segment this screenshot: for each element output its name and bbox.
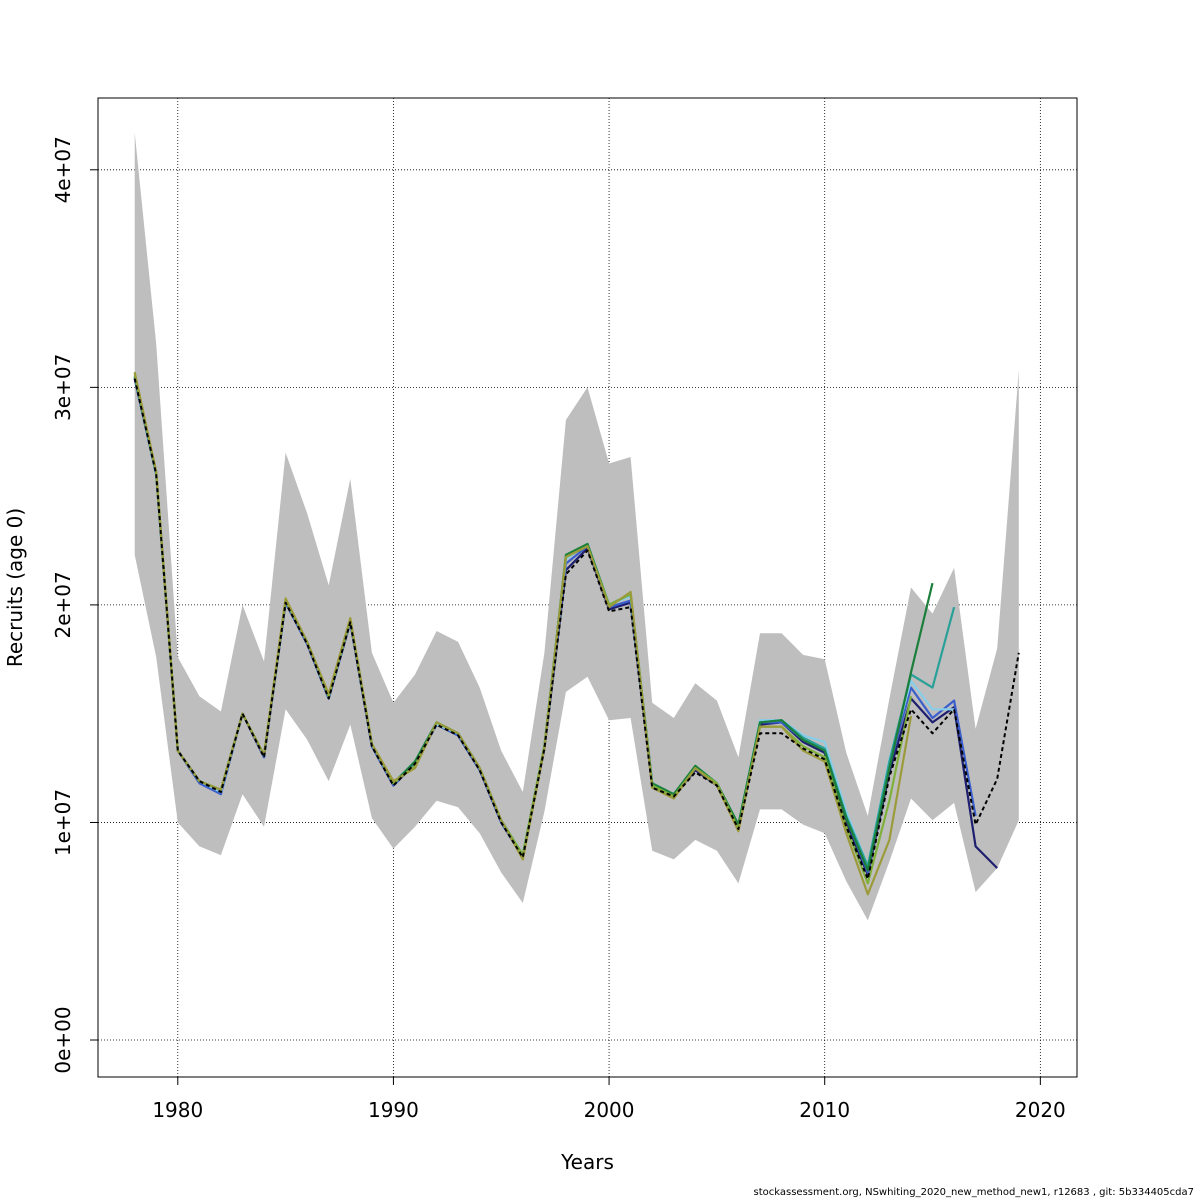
confidence-band-area	[134, 132, 1019, 921]
footer-credit: stockassessment.org, NSwhiting_2020_new_…	[753, 1187, 1194, 1198]
y-tick-label: 2e+07	[51, 571, 75, 638]
y-tick-label: 3e+07	[51, 354, 75, 421]
x-tick-label: 2010	[799, 1098, 850, 1122]
x-axis: 1980 1990 2000 2010 2020	[152, 1077, 1066, 1122]
x-tick-label: 2000	[584, 1098, 635, 1122]
x-axis-title: Years	[560, 1150, 614, 1174]
y-axis: 0e+00 1e+07 2e+07 3e+07 4e+07	[51, 136, 98, 1074]
confidence-band	[134, 132, 1019, 921]
x-tick-label: 1980	[152, 1098, 203, 1122]
x-tick-label: 2020	[1015, 1098, 1066, 1122]
y-tick-label: 0e+00	[51, 1006, 75, 1073]
series-line	[133, 378, 1020, 880]
y-tick-label: 1e+07	[51, 789, 75, 856]
series-lines	[133, 371, 1020, 896]
x-tick-label: 1990	[368, 1098, 419, 1122]
plot-frame	[97, 97, 1078, 1078]
y-tick-label: 4e+07	[51, 136, 75, 203]
y-axis-title: Recruits (age 0)	[3, 508, 27, 667]
